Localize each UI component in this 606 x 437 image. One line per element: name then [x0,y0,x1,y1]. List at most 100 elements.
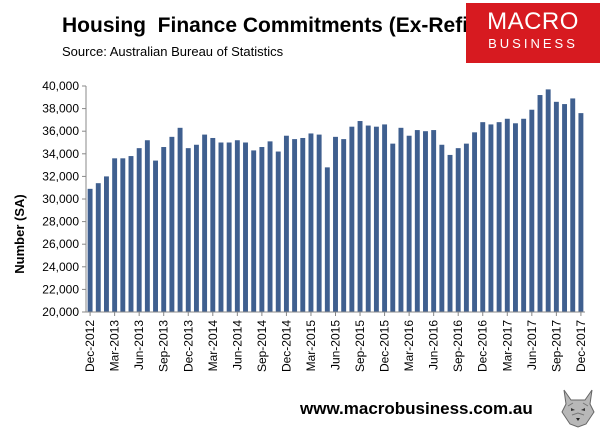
bar-Apr-2014 [218,142,224,312]
bar-Dec-2014 [283,135,289,312]
x-tick-label: Dec-2012 [83,320,97,372]
bar-Dec-2017 [578,113,584,312]
wolf-logo-icon [561,389,595,428]
y-tick-label: 28,000 [42,215,79,229]
x-tick-label: Sep-2014 [255,320,269,372]
bar-Jun-2016 [431,130,437,312]
bar-May-2017 [521,118,527,312]
y-tick-label: 30,000 [42,192,79,206]
bar-Aug-2016 [447,154,453,312]
bar-Feb-2013 [104,176,109,312]
bar-chart: Number (SA) 20,000 22,000 24,000 26,000 28,0… [12,79,588,372]
bar-Nov-2014 [275,151,281,312]
chart-source: Source: Australian Bureau of Statistics [62,44,284,59]
bar-Feb-2016 [398,127,404,312]
y-tick-label: 20,000 [42,305,79,319]
bar-Dec-2012 [87,188,93,312]
y-axis-title: Number (SA) [12,194,27,273]
bar-Jun-2015 [333,136,338,312]
x-tick-label: Mar-2017 [500,320,514,372]
bar-Aug-2017 [545,89,551,312]
y-tick-label: 24,000 [42,260,79,274]
bar-Apr-2017 [513,123,518,312]
bar-Dec-2015 [382,124,388,312]
bar-May-2014 [226,142,232,312]
footer-url: www.macrobusiness.com.au [300,399,533,418]
chart-title: Housing Finance Commitments (Ex-Refi) [62,14,476,37]
bar-Jan-2016 [390,143,396,312]
bar-Jan-2015 [292,139,298,312]
x-tick-label: Jun-2015 [329,320,343,370]
x-tick-label: Mar-2015 [304,320,318,372]
bar-Aug-2013 [153,160,158,312]
x-tick-label: Sep-2013 [157,320,171,372]
bar-Dec-2016 [480,122,486,312]
bar-Oct-2017 [562,104,568,312]
bar-Nov-2013 [177,127,183,312]
bar-Mar-2013 [112,158,118,312]
bar-Jun-2014 [234,140,240,312]
bar-Oct-2013 [169,136,175,312]
macrobusiness-logo: MACRO BUSINESS [466,3,600,63]
logo-line-1: MACRO [487,8,579,35]
bar-May-2016 [423,131,428,312]
y-axis-ticks: 20,000 22,000 24,000 26,000 28,000 30,000 32,0… [42,79,86,319]
bar-Aug-2015 [349,126,355,313]
bar-Apr-2015 [316,134,322,312]
x-tick-label: Jun-2013 [132,320,146,370]
bar-Apr-2016 [414,130,420,312]
bar-Jul-2014 [243,142,248,312]
bar-Jul-2017 [537,95,543,312]
bar-May-2015 [324,167,330,312]
bar-Jul-2013 [144,140,150,312]
bar-Oct-2014 [267,141,273,312]
y-tick-label: 38,000 [42,102,79,116]
x-tick-label: Dec-2016 [476,320,490,372]
y-tick-label: 36,000 [42,124,79,138]
bar-Jan-2017 [488,124,494,312]
x-tick-label: Jun-2017 [525,320,539,370]
x-tick-label: Dec-2017 [574,320,588,372]
bar-Jun-2017 [529,109,535,312]
y-tick-label: 40,000 [42,79,79,93]
bars [87,89,584,313]
bar-Feb-2017 [496,122,502,312]
y-tick-label: 34,000 [42,147,79,161]
bar-Sep-2015 [357,121,363,312]
bar-Sep-2016 [455,148,461,312]
bar-Feb-2015 [300,137,306,312]
bar-Mar-2015 [308,133,314,312]
y-tick-label: 32,000 [42,169,79,183]
x-tick-label: Sep-2017 [549,320,563,372]
bar-Jul-2016 [439,144,445,312]
bar-Mar-2017 [504,118,510,312]
bar-Nov-2017 [570,98,576,313]
bar-Mar-2016 [406,135,412,312]
x-axis-ticks: Dec-2012 Mar-2013 Jun-2013 Sep-2013 Dec-2013… [83,312,588,372]
bar-Apr-2013 [120,158,126,312]
bar-Oct-2016 [463,143,469,312]
x-tick-label: Sep-2016 [451,320,465,372]
y-tick-label: 26,000 [42,237,79,251]
x-tick-label: Jun-2014 [230,320,244,370]
bar-Sep-2013 [161,147,167,312]
bar-Jan-2013 [95,183,101,312]
x-tick-label: Dec-2014 [279,320,293,372]
bar-Mar-2014 [210,137,216,312]
bar-Sep-2014 [259,147,265,312]
y-axis-title-group: Number (SA) [12,194,27,273]
bar-May-2013 [128,156,134,312]
bar-Aug-2014 [251,150,257,312]
x-tick-label: Dec-2013 [181,320,195,372]
bar-Nov-2016 [472,132,478,312]
x-tick-label: Jun-2016 [427,320,441,370]
bar-Jan-2014 [193,144,199,312]
x-tick-label: Mar-2014 [206,320,220,372]
x-tick-label: Mar-2016 [402,320,416,372]
bar-Nov-2015 [373,126,379,313]
bar-Jul-2015 [341,139,347,312]
bar-Oct-2015 [365,125,371,312]
x-tick-label: Sep-2015 [353,320,367,372]
y-tick-label: 22,000 [42,282,79,296]
bar-Jun-2013 [136,148,142,312]
